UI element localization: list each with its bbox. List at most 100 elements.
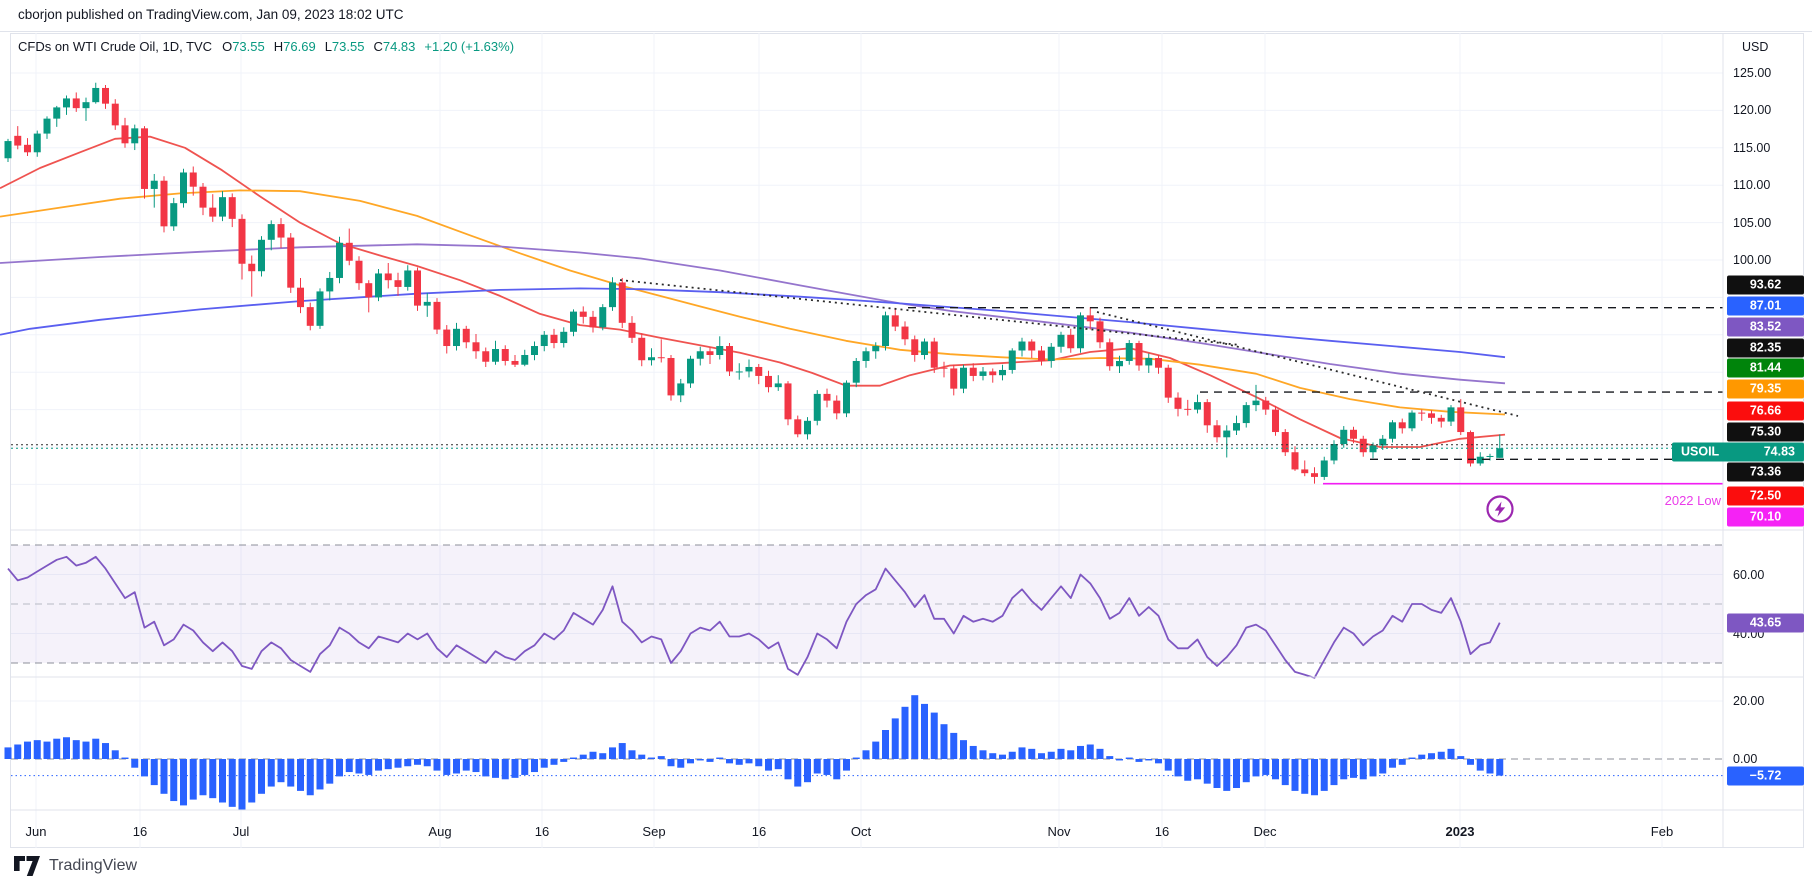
macd-bar	[404, 759, 412, 767]
macd-bar	[735, 759, 743, 765]
candle-body	[336, 242, 343, 278]
candle-body	[609, 282, 616, 308]
legend-change: +1.20 (+1.63%)	[424, 39, 515, 54]
macd-bar	[999, 754, 1006, 759]
macd-bar	[930, 712, 938, 759]
candle-body	[521, 354, 529, 365]
macd-bar	[1272, 759, 1279, 780]
macd-bar	[540, 759, 548, 768]
candle-body	[560, 331, 568, 344]
macd-bar	[1447, 748, 1455, 759]
time-axis-label: 16	[751, 824, 767, 839]
candle-body	[297, 287, 304, 308]
footer-branding[interactable]: TradingView	[14, 856, 137, 876]
price-level-badge: 72.50	[1727, 486, 1804, 506]
candle-body	[1369, 445, 1377, 453]
candle-body	[355, 260, 363, 284]
macd-tick-label: 0.00	[1733, 752, 1758, 766]
candle-body	[1486, 455, 1494, 457]
downtrend-short	[1096, 311, 1519, 417]
candle-body	[1467, 432, 1474, 464]
macd-bar	[687, 759, 694, 764]
macd-bar	[657, 756, 665, 759]
macd-bar	[599, 753, 607, 759]
candle-body	[1359, 438, 1367, 453]
time-axis-label: Dec	[1253, 824, 1277, 839]
price-level-badge: 76.66	[1727, 401, 1804, 421]
candle-body	[1086, 315, 1094, 322]
macd-bar	[53, 738, 61, 759]
macd-bar	[131, 759, 139, 768]
candle-body	[306, 307, 314, 326]
attribution-text: cborjon published on TradingView.com, Ja…	[18, 7, 404, 22]
candle-body	[277, 224, 285, 238]
candle-body	[1038, 350, 1045, 361]
macd-bar	[1184, 759, 1192, 781]
macd-bar	[940, 724, 948, 759]
macd-bar	[316, 759, 324, 790]
macd-bar	[1077, 745, 1084, 759]
candle-body	[1418, 412, 1426, 414]
macd-bar	[150, 759, 158, 786]
candle-body	[1320, 460, 1328, 477]
macd-bar	[550, 759, 558, 765]
candle-body	[677, 383, 685, 396]
macd-bar	[901, 706, 909, 759]
ma-slowest-blue	[0, 287, 1506, 359]
attribution-divider	[0, 31, 1812, 32]
macd-bar	[1174, 759, 1182, 777]
lightning-bolt-icon[interactable]	[1485, 494, 1515, 524]
candle-body	[579, 311, 587, 317]
macd-bar	[501, 759, 509, 780]
candle-body	[1067, 334, 1075, 349]
candle-body	[228, 197, 236, 219]
candle-body	[209, 207, 217, 217]
macd-bar	[609, 747, 616, 759]
time-axis-label: 16	[1154, 824, 1170, 839]
macd-bar	[872, 741, 880, 759]
macd-bar	[1203, 759, 1211, 784]
candle-body	[82, 102, 90, 109]
macd-bar	[355, 759, 363, 774]
symbol-title: CFDs on WTI Crude Oil, 1D, TVC	[18, 39, 213, 54]
macd-bar	[443, 759, 451, 775]
candle-body	[1281, 432, 1289, 453]
time-axis-label: Jun	[25, 824, 47, 839]
candle-body	[1008, 350, 1016, 370]
price-level-badge: 73.36	[1727, 462, 1804, 482]
macd-bar	[1194, 759, 1201, 780]
time-axis-label: Oct	[850, 824, 872, 839]
macd-bar	[1038, 753, 1045, 759]
price-level-badge: 82.35	[1727, 338, 1804, 358]
macd-bar	[258, 759, 265, 794]
macd-bar	[833, 759, 841, 780]
macd-bar	[882, 730, 889, 759]
macd-bar	[823, 759, 831, 775]
candle-body	[1330, 444, 1338, 461]
macd-bar	[43, 741, 51, 759]
candle-body	[667, 357, 675, 396]
candle-body	[1340, 429, 1348, 445]
macd-bar	[238, 759, 246, 810]
candle-body	[1155, 357, 1162, 368]
tradingview-logo-text: TradingView	[49, 857, 138, 874]
candle-body	[638, 337, 646, 361]
macd-bar	[1145, 759, 1153, 761]
macd-value-badge: −5.72	[1727, 766, 1804, 786]
candle-body	[1389, 422, 1396, 439]
price-level-badge: 70.10	[1727, 507, 1804, 527]
macd-bar	[375, 759, 382, 771]
candle-body	[1223, 430, 1231, 438]
candle-body	[726, 346, 733, 372]
candle-body	[891, 315, 899, 327]
candle-body	[1125, 343, 1133, 361]
macd-bar	[696, 759, 704, 761]
candle-body	[267, 224, 275, 240]
candle-body	[72, 98, 80, 109]
candle-body	[404, 270, 412, 287]
candle-body	[1311, 473, 1318, 477]
macd-bar	[1389, 759, 1396, 768]
macd-bar	[745, 759, 753, 764]
